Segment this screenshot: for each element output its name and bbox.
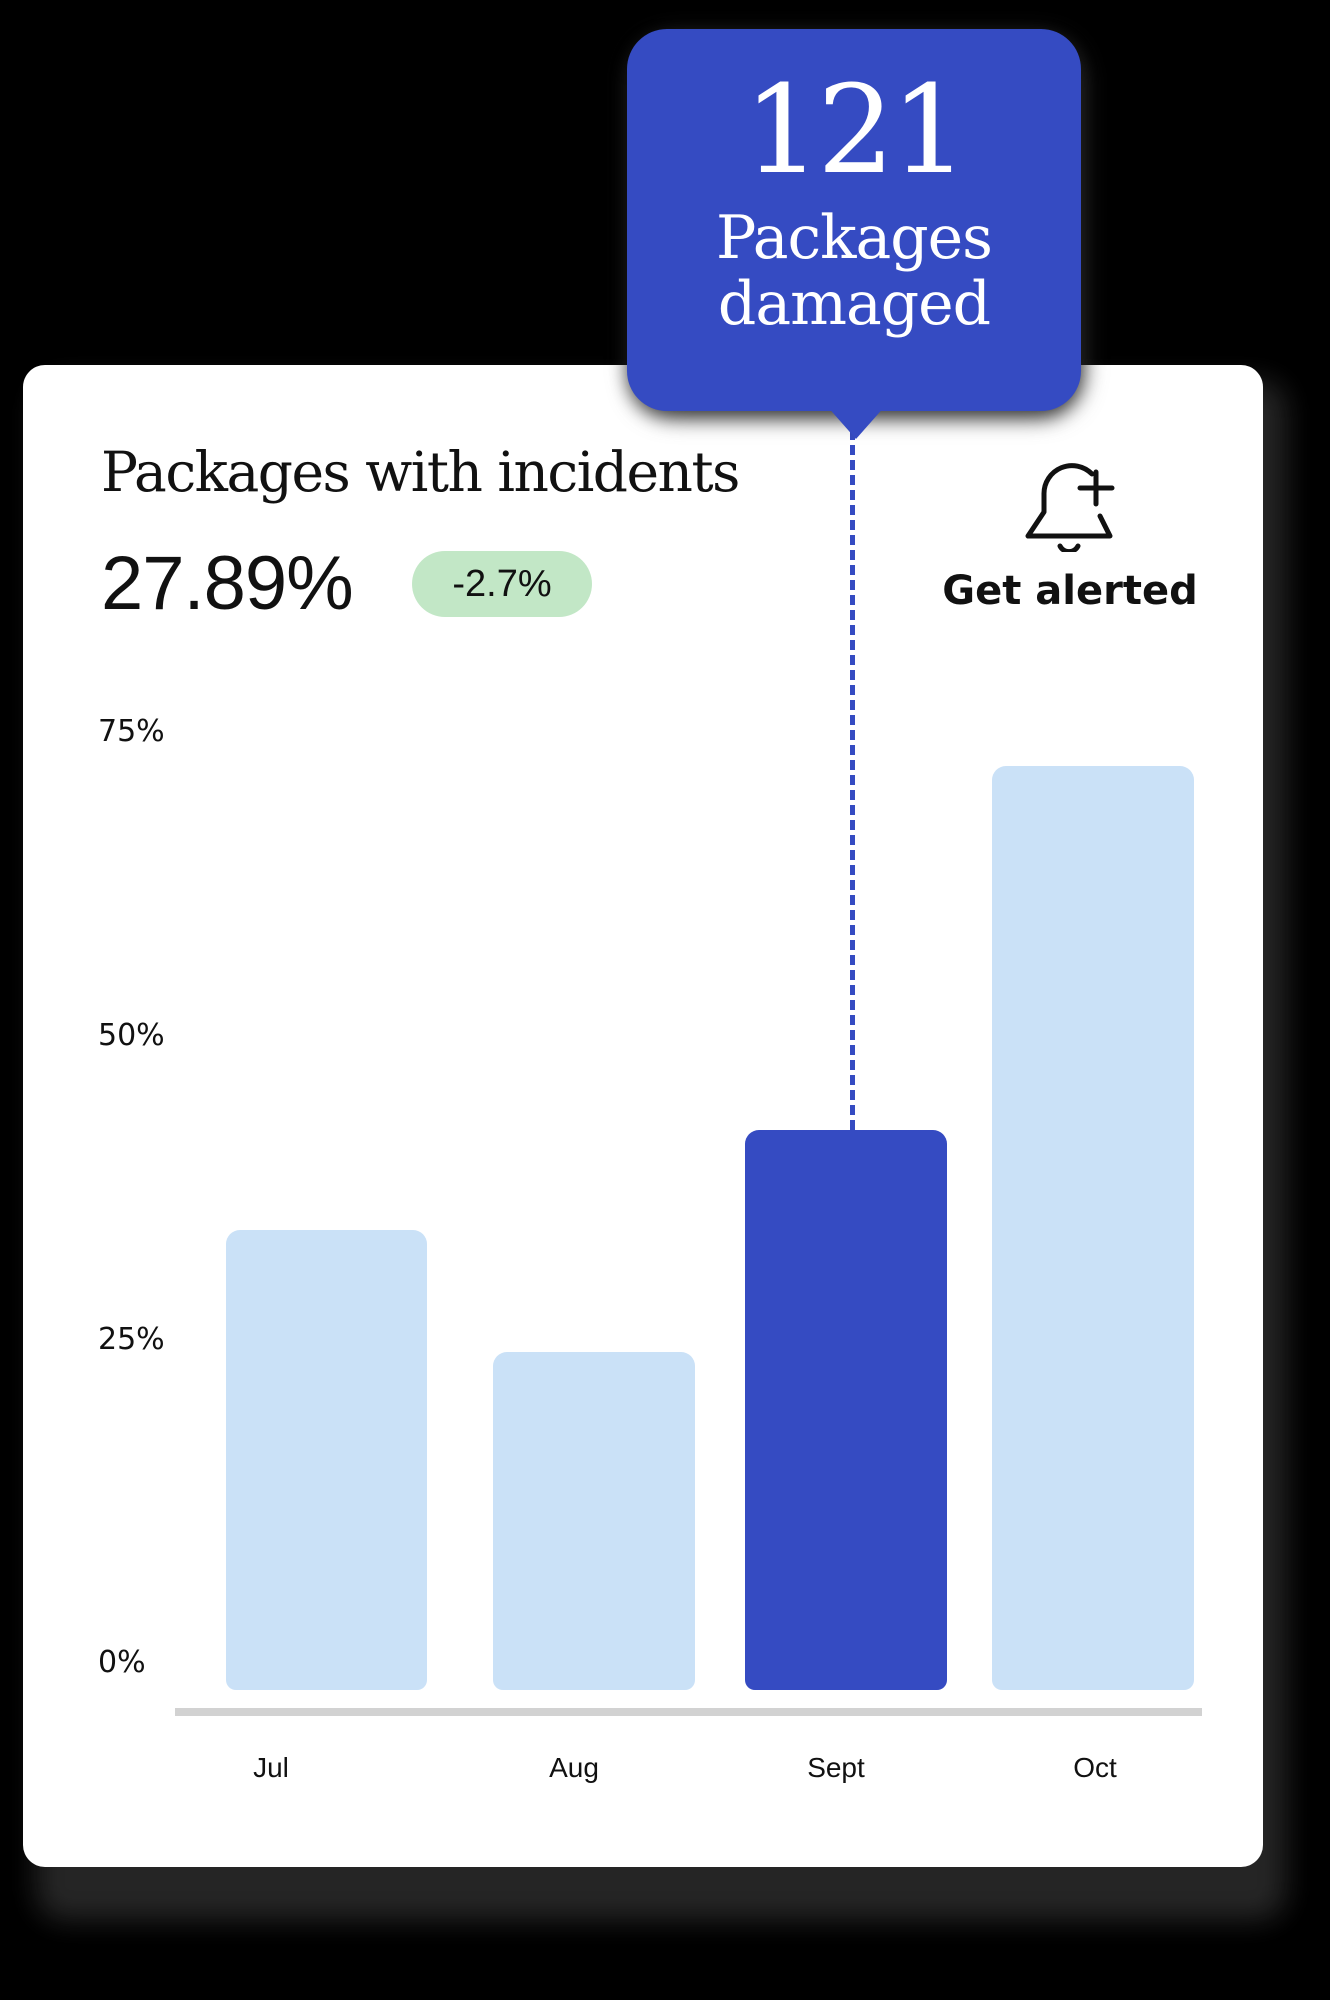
x-label-aug: Aug (549, 1752, 599, 1783)
kpi-value: 27.89% (101, 541, 354, 626)
tooltip-label-line2: damaged (717, 269, 991, 339)
bell-plus-icon (1025, 463, 1115, 552)
y-tick-0: 0% (98, 1645, 146, 1680)
tooltip-pointer (826, 405, 886, 439)
bar-jul[interactable] (226, 1230, 427, 1690)
bar-oct[interactable] (992, 766, 1194, 1690)
y-tick-25: 25% (98, 1322, 165, 1357)
tooltip-value: 121 (743, 59, 969, 201)
x-label-sept: Sept (807, 1752, 865, 1783)
chart-title: Packages with incidents (101, 440, 740, 504)
y-tick-75: 75% (98, 714, 165, 749)
y-tick-50: 50% (98, 1018, 165, 1053)
get-alerted-label: Get alerted (942, 568, 1198, 614)
bar-sept[interactable] (745, 1130, 947, 1690)
get-alerted-button[interactable]: Get alerted (930, 460, 1210, 614)
x-axis-line (175, 1708, 1202, 1716)
tooltip-connector-line (850, 430, 855, 1130)
x-label-jul: Jul (253, 1752, 289, 1783)
delta-badge: -2.7% (412, 551, 592, 617)
x-label-oct: Oct (1073, 1752, 1117, 1783)
tooltip-label-line1: Packages (716, 203, 993, 273)
tooltip: 121 Packages damaged (627, 29, 1081, 411)
bar-aug[interactable] (493, 1352, 695, 1690)
